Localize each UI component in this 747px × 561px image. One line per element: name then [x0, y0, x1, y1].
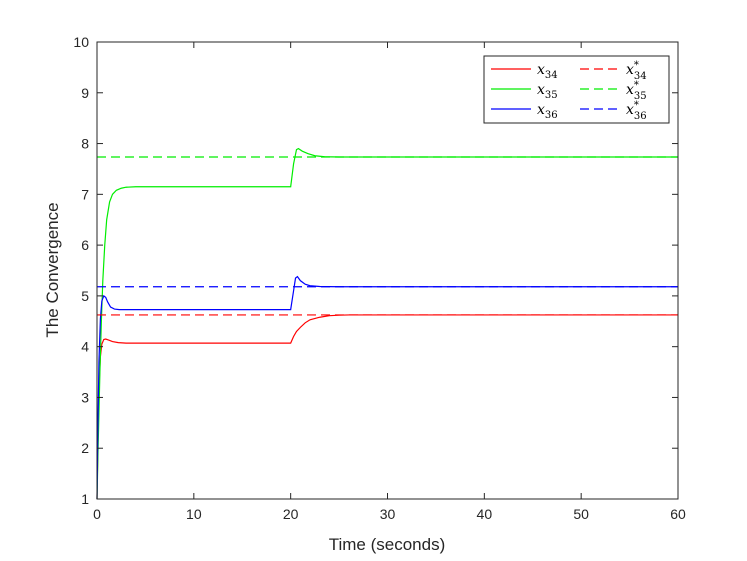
series-line-34: [96, 314, 678, 500]
x-tick-label: 30: [380, 506, 396, 522]
y-axis-ticks: 1 2 3 4 5 6 7 8 9 10: [73, 34, 678, 507]
y-tick-label: 10: [73, 34, 89, 50]
y-tick-label: 9: [81, 85, 89, 101]
x-axis-label: Time (seconds): [329, 535, 446, 554]
series-line-36: [96, 275, 678, 500]
x-tick-label: 40: [477, 506, 493, 522]
x-axis-ticks: 0 10 20 30 40 50 60: [93, 42, 686, 522]
y-tick-label: 7: [81, 186, 89, 202]
y-tick-label: 2: [81, 440, 89, 456]
plot-series: [96, 147, 678, 500]
y-tick-label: 8: [81, 136, 89, 152]
y-tick-label: 1: [81, 491, 89, 507]
y-tick-label: 3: [81, 389, 89, 405]
y-tick-label: 4: [81, 339, 89, 355]
x-tick-label: 0: [93, 506, 101, 522]
x-tick-label: 60: [670, 506, 686, 522]
series-line-35: [96, 147, 678, 500]
x-tick-label: 20: [283, 506, 299, 522]
x-tick-label: 50: [573, 506, 589, 522]
x-tick-label: 10: [186, 506, 202, 522]
y-tick-label: 5: [81, 288, 89, 304]
y-axis-label: The Convergence: [43, 202, 62, 337]
y-tick-label: 6: [81, 237, 89, 253]
